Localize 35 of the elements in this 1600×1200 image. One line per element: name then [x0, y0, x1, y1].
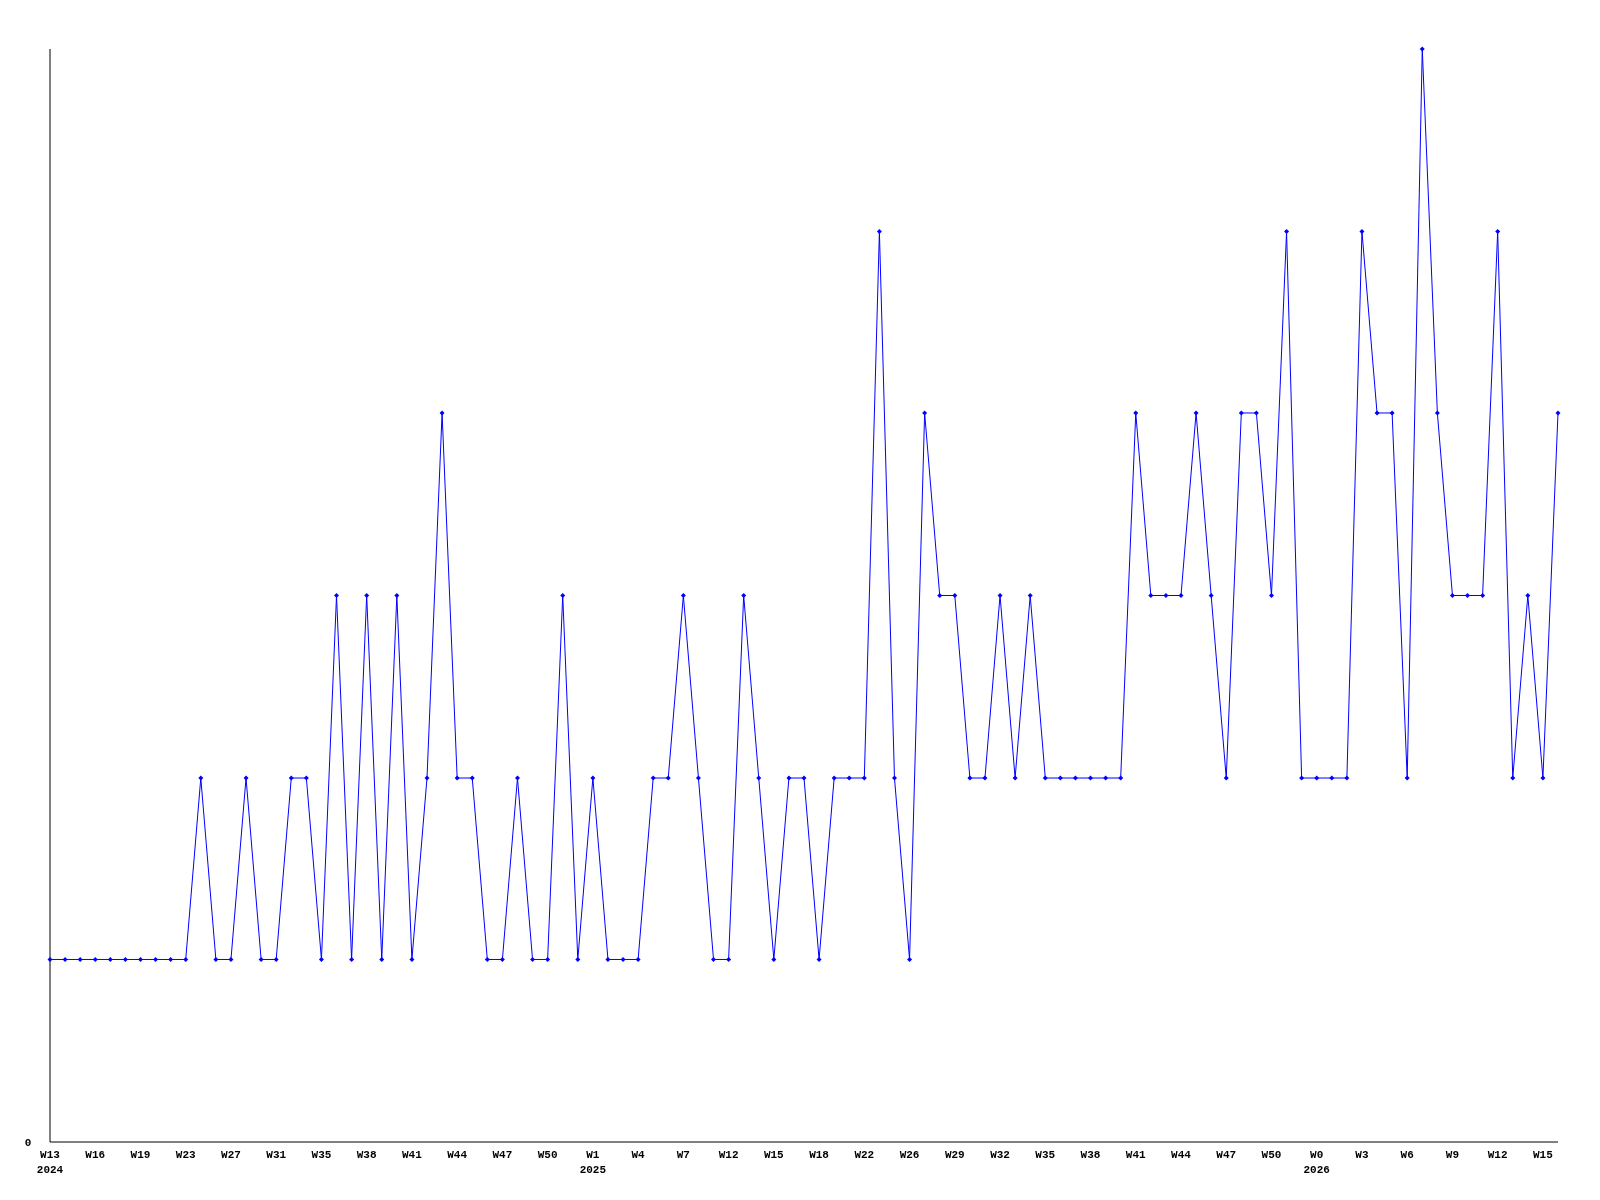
x-tick-label: W23	[175, 1149, 197, 1161]
x-tick-label: W13 2024	[36, 1149, 64, 1176]
x-tick-label: W22	[854, 1149, 875, 1161]
x-tick-label: W27	[221, 1149, 241, 1161]
x-tick-label: W41	[402, 1149, 423, 1161]
x-tick-label: W41	[1125, 1149, 1147, 1161]
x-tick-label: W15	[1533, 1149, 1554, 1161]
x-tick-label: W50	[537, 1149, 558, 1161]
x-tick-label: W44	[1171, 1149, 1192, 1161]
x-tick-label: W26	[899, 1149, 920, 1161]
x-tick-label: W35	[311, 1149, 332, 1161]
x-tick-label: W1 2025	[579, 1149, 607, 1176]
x-tick-label: W15	[763, 1149, 785, 1161]
x-tick-label: W50	[1261, 1149, 1282, 1161]
x-tick-label: W44	[447, 1149, 468, 1161]
x-tick-label: W29	[944, 1149, 965, 1161]
x-tick-label: W16	[85, 1149, 106, 1161]
x-tick-label: W35	[1035, 1149, 1056, 1161]
x-tick-label: W3	[1355, 1149, 1369, 1161]
x-tick-label: W32	[990, 1149, 1010, 1161]
x-tick-label: W18	[809, 1149, 830, 1161]
x-tick-label: W7	[676, 1149, 690, 1161]
x-tick-label: W0 2026	[1303, 1149, 1330, 1176]
x-tick-label: W4	[631, 1149, 646, 1161]
x-tick-label: W12	[1487, 1149, 1508, 1161]
x-tick-label: W19	[130, 1149, 151, 1161]
x-tick-label: W38	[1080, 1149, 1101, 1161]
x-tick-label: W38	[356, 1149, 377, 1161]
x-tick-label: W6	[1400, 1149, 1414, 1161]
x-tick-label: W9	[1445, 1149, 1460, 1161]
x-tick-label: W47	[492, 1149, 513, 1161]
text: 0	[24, 1137, 32, 1149]
x-tick-label: W12	[718, 1149, 739, 1161]
x-tick-label: W31	[266, 1149, 287, 1161]
x-tick-label: W47	[1216, 1149, 1237, 1161]
